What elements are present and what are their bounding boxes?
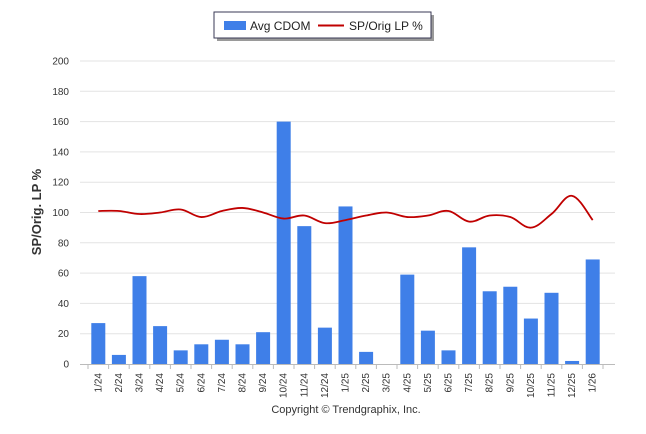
y-tick-label: 100: [52, 208, 69, 219]
bar-series: [91, 121, 600, 364]
x-tick-label: 8/25: [485, 373, 496, 393]
legend-label-line: SP/Orig LP %: [349, 19, 423, 33]
sp-orig-lp-line: [98, 194, 594, 229]
x-tick-label: 1/25: [341, 373, 352, 393]
y-tick-label: 20: [58, 329, 70, 340]
copyright-footer: Copyright © Trendgraphix, Inc.: [271, 404, 420, 416]
bar-2-24: [111, 354, 126, 364]
x-tick-label: 11/25: [547, 373, 558, 398]
bar-7-25: [462, 247, 477, 364]
x-tick-label: 1/26: [588, 373, 599, 393]
y-axis-label: SP/Orig. LP %: [29, 168, 44, 255]
bar-7-24: [214, 339, 229, 364]
y-tick-label: 40: [58, 299, 70, 310]
line-series: [98, 194, 594, 229]
bar-10-25: [523, 318, 538, 364]
bar-11-25: [544, 292, 559, 364]
bar-6-25: [441, 350, 456, 364]
legend-swatch-bar: [224, 21, 246, 30]
x-tick-label: 12/25: [567, 373, 578, 398]
legend-label-bar: Avg CDOM: [250, 19, 310, 33]
x-tick-label: 7/25: [464, 373, 475, 393]
x-tick-label: 5/25: [423, 373, 434, 393]
bar-1-25: [338, 206, 353, 364]
y-tick-label: 120: [52, 178, 69, 189]
y-tick-label: 0: [63, 360, 69, 371]
x-tick-label: 4/25: [402, 373, 413, 393]
legend: Avg CDOM SP/Orig LP %: [213, 11, 434, 41]
x-tick-label: 9/24: [258, 373, 269, 393]
bar-12-24: [317, 327, 332, 364]
bar-8-24: [235, 344, 250, 364]
x-tick-label: 2/24: [114, 373, 125, 393]
bar-2-25: [359, 351, 374, 364]
x-tick-label: 6/24: [196, 373, 207, 393]
x-tick-label: 10/24: [279, 373, 290, 398]
y-tick-label: 160: [52, 117, 69, 128]
x-tick-label: 7/24: [217, 373, 228, 393]
x-tick-label: 6/25: [444, 373, 455, 393]
x-tick-label: 3/25: [382, 373, 393, 393]
bar-12-25: [565, 360, 580, 364]
bar-4-25: [400, 274, 415, 364]
bar-11-24: [297, 226, 312, 364]
bar-5-24: [173, 350, 188, 364]
bar-1-26: [585, 259, 600, 364]
bar-6-24: [194, 344, 209, 364]
bar-4-24: [153, 326, 168, 364]
x-tick-label: 4/24: [155, 373, 166, 393]
bar-3-24: [132, 276, 147, 364]
y-tick-label: 60: [58, 269, 70, 280]
x-tick-label: 5/24: [176, 373, 187, 393]
x-tick-label: 11/24: [299, 373, 310, 398]
x-axis-ticks: 1/24 2/24 3/24 4/24 5/24 6/24 7/24 8/24 9/24 10/2…: [87, 365, 604, 398]
y-axis-ticks: 0 20 40 60 80 100 120 140 160 180 200: [52, 57, 69, 371]
y-tick-label: 180: [52, 87, 69, 98]
bar-9-25: [503, 286, 518, 364]
x-tick-label: 10/25: [526, 373, 537, 398]
y-tick-label: 140: [52, 147, 69, 158]
x-tick-label: 2/25: [361, 373, 372, 393]
y-tick-label: 80: [58, 238, 70, 249]
x-tick-label: 12/24: [320, 373, 331, 398]
x-tick-label: 1/24: [93, 373, 104, 393]
x-tick-label: 8/24: [238, 373, 249, 393]
bar-10-24: [276, 121, 291, 364]
bar-5-25: [420, 330, 435, 364]
bar-9-24: [256, 332, 271, 364]
y-tick-label: 200: [52, 57, 69, 68]
x-tick-label: 9/25: [505, 373, 516, 393]
x-tick-label: 3/24: [135, 373, 146, 393]
bar-1-24: [91, 323, 106, 364]
bar-8-25: [482, 291, 497, 364]
